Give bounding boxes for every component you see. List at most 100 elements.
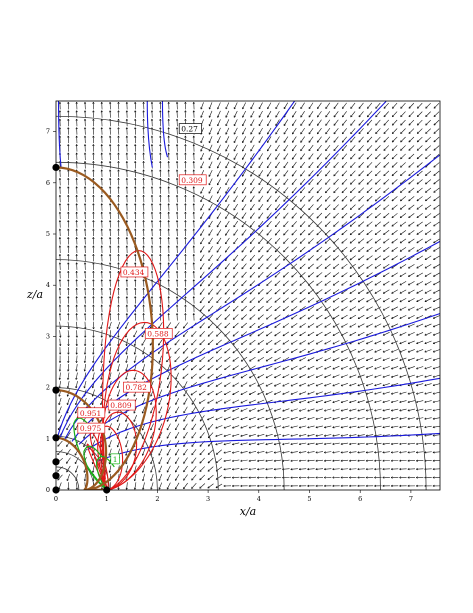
field-arrow-head — [57, 469, 60, 472]
field-arrow-head — [299, 375, 302, 379]
field-arrow-head — [167, 262, 170, 265]
field-arrow — [391, 323, 399, 328]
field-arrow — [250, 153, 255, 160]
field-arrow — [282, 365, 290, 370]
field-arrow — [224, 382, 231, 387]
field-arrow-head — [141, 335, 144, 338]
field-arrow — [267, 144, 272, 152]
field-arrow — [391, 196, 398, 202]
field-arrow-head — [291, 275, 294, 278]
field-arrow-head — [191, 334, 194, 337]
field-arrow — [299, 365, 307, 370]
field-arrow — [433, 281, 440, 286]
field-arrow — [274, 348, 281, 353]
field-arrow — [341, 161, 348, 168]
field-arrow — [383, 238, 390, 244]
field-arrow — [233, 136, 238, 143]
field-arrow-head — [240, 426, 243, 429]
field-arrow-head — [57, 478, 60, 481]
field-arrow — [191, 483, 197, 489]
field-arrow-head — [275, 174, 278, 177]
field-arrow — [217, 161, 221, 169]
field-arrow-head — [307, 484, 310, 488]
field-arrow-head — [109, 211, 112, 214]
field-arrow-head — [265, 384, 268, 387]
field-arrow — [300, 144, 306, 152]
field-arrow — [300, 136, 305, 143]
field-arrow-head — [109, 254, 112, 256]
field-arrow-head — [175, 470, 178, 473]
field-arrow-head — [233, 199, 236, 202]
field-arrow — [216, 458, 222, 464]
field-arrow — [375, 136, 381, 143]
field-arrow-head — [150, 411, 153, 414]
field-arrow — [134, 465, 137, 473]
field-arrow-head — [208, 284, 211, 287]
field-arrow — [232, 382, 239, 387]
field-arrow — [265, 408, 273, 412]
field-arrow-head — [224, 250, 228, 253]
field-arrow — [174, 356, 180, 363]
field-arrow — [374, 238, 381, 244]
field-arrow-head — [273, 434, 276, 437]
field-arrow — [290, 468, 298, 470]
field-arrow — [333, 178, 339, 185]
field-arrow — [299, 263, 306, 269]
field-arrow-head — [92, 279, 95, 282]
field-arrow-head — [249, 250, 252, 253]
field-arrow — [250, 127, 255, 135]
field-arrow — [117, 321, 121, 329]
field-arrow-head — [283, 132, 286, 135]
field-arrow — [349, 314, 357, 320]
field-arrow-head — [241, 216, 244, 219]
field-arrow-head — [282, 451, 285, 454]
field-arrow-head — [216, 275, 219, 278]
field-arrow — [58, 406, 62, 414]
field-arrow-head — [191, 427, 194, 430]
field-arrow-head — [208, 124, 211, 127]
field-arrow-head — [299, 367, 302, 370]
field-arrow-head — [109, 152, 112, 155]
field-arrow-head — [125, 436, 128, 439]
field-arrow-head — [75, 228, 78, 231]
field-arrow-head — [291, 283, 294, 286]
field-arrow — [208, 119, 213, 127]
field-arrow-head — [291, 208, 294, 211]
field-arrow — [291, 161, 297, 168]
field-arrow — [75, 397, 79, 405]
field-arrow — [249, 263, 256, 270]
x-tick-label: 4 — [257, 495, 261, 503]
field-arrow-head — [265, 434, 268, 437]
field-arrow-head — [199, 292, 202, 295]
field-arrow — [299, 348, 306, 353]
field-arrow — [216, 271, 222, 278]
field-arrow-head — [83, 287, 87, 290]
field-arrow — [191, 466, 197, 472]
field-arrow — [408, 289, 415, 294]
field-arrow-head — [125, 161, 128, 164]
field-arrow — [207, 432, 214, 439]
field-arrow — [291, 289, 298, 295]
field-arrow-head — [258, 123, 261, 127]
field-arrow-head — [100, 152, 103, 155]
blue-field-line — [87, 377, 440, 451]
field-arrow-head — [291, 300, 294, 303]
field-arrow-head — [265, 451, 268, 454]
field-arrow-head — [184, 118, 187, 121]
field-arrow-head — [158, 343, 161, 346]
field-arrow-head — [117, 279, 120, 282]
field-arrow — [349, 272, 356, 278]
field-arrow — [299, 391, 307, 395]
field-arrow-head — [100, 313, 103, 316]
field-arrow — [333, 187, 339, 194]
field-arrow-head — [117, 220, 120, 223]
field-arrow — [183, 415, 188, 422]
field-arrow-head — [282, 300, 285, 303]
field-arrow-head — [150, 394, 153, 397]
field-arrow — [307, 297, 315, 303]
field-arrow — [207, 373, 214, 379]
field-arrow-head — [274, 359, 277, 362]
field-arrow — [374, 314, 382, 319]
field-arrow-head — [91, 470, 95, 473]
field-arrow — [408, 247, 415, 252]
